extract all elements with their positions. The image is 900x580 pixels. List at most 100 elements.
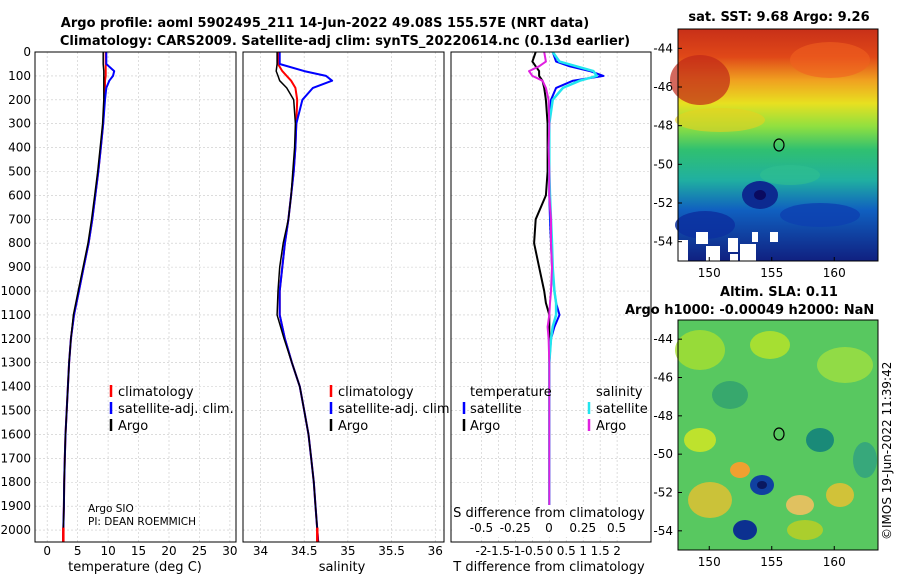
depth-tick-label: 1900 <box>0 499 31 513</box>
sla-map-title-line2: Argo h1000: -0.00049 h2000: NaN <box>625 303 874 318</box>
x-tick-label: 5 <box>74 544 82 558</box>
x-tick-label: 35 <box>340 544 355 558</box>
x-tick-label: 1 <box>579 544 587 558</box>
depth-tick-label: 1800 <box>0 475 31 489</box>
lat-tick-label: -48 <box>653 119 673 133</box>
sla-map-title-line1: Altim. SLA: 0.11 <box>720 285 838 300</box>
legend-satellite: satellite-adj. clim. <box>338 402 454 417</box>
lat-tick-label: -48 <box>653 409 673 423</box>
depth-tick-label: 1300 <box>0 356 31 370</box>
s-tick-label: 0.5 <box>607 521 626 535</box>
legend-salinity-header: salinity <box>596 385 643 400</box>
lat-tick-label: -52 <box>653 196 673 210</box>
temperature-axis-label: temperature (deg C) <box>68 560 202 575</box>
series-line-salinity-argo <box>528 52 553 530</box>
x-tick-label: 0.5 <box>557 544 576 558</box>
legend-sal-argo: Argo <box>596 419 626 434</box>
salinity-axis-label: salinity <box>319 560 366 575</box>
lat-tick-label: -50 <box>653 157 673 171</box>
temperature-axes-frame <box>34 51 237 543</box>
x-tick-label: 2 <box>613 544 621 558</box>
lon-tick-label: 155 <box>760 266 783 280</box>
depth-tick-label: 600 <box>8 188 31 202</box>
depth-tick-label: 1500 <box>0 404 31 418</box>
x-tick-label: -2 <box>476 544 488 558</box>
lon-tick-label: 150 <box>698 266 721 280</box>
x-tick-label: 0 <box>545 544 553 558</box>
difference-legend: temperature salinity satellite Argo sate… <box>462 385 648 434</box>
legend-satellite: satellite-adj. clim. <box>118 402 234 417</box>
legend-sal-satellite: satellite <box>596 402 648 417</box>
x-tick-label: -1.5 <box>487 544 510 558</box>
salinity-axes-frame <box>242 51 445 543</box>
x-tick-label: 34 <box>253 544 268 558</box>
series-line-argo <box>275 52 319 542</box>
depth-tick-label: 2000 <box>0 523 31 537</box>
lon-tick-label: 160 <box>823 555 846 569</box>
depth-tick-label: 500 <box>8 165 31 179</box>
s-difference-axis-label: S difference from climatology <box>453 506 645 521</box>
x-tick-label: 30 <box>222 544 237 558</box>
legend-temperature-header: temperature <box>470 385 552 400</box>
sst-features <box>670 42 870 239</box>
depth-tick-label: 100 <box>8 69 31 83</box>
depth-tick-label: 1000 <box>0 284 31 298</box>
sst-map-title: sat. SST: 9.68 Argo: 9.26 <box>688 10 869 25</box>
sla-features <box>675 330 877 540</box>
sla-map-frame <box>677 319 879 551</box>
depth-tick-label: 1400 <box>0 380 31 394</box>
x-tick-label: 20 <box>161 544 176 558</box>
argo-institution: Argo SIO <box>88 503 134 515</box>
sla-map: Altim. SLA: 0.11 Argo h1000: -0.00049 h2… <box>625 285 879 569</box>
salinity-panel: 34 34.5 35 35.5 36 salinity climatology sate… <box>242 51 454 575</box>
sst-map-frame <box>677 28 879 262</box>
depth-tick-label: 800 <box>8 236 31 250</box>
s-tick-label: -0.25 <box>500 521 531 535</box>
lat-tick-label: -44 <box>653 41 673 55</box>
depth-tick-label: 1600 <box>0 427 31 441</box>
x-tick-label: 35.5 <box>378 544 405 558</box>
lon-tick-label: 155 <box>760 555 783 569</box>
x-tick-label: 34.5 <box>291 544 318 558</box>
x-tick-label: 1.5 <box>591 544 610 558</box>
legend-argo: Argo <box>118 419 148 434</box>
lon-tick-label: 160 <box>823 266 846 280</box>
temperature-legend: climatology satellite-adj. clim. Argo <box>109 385 234 434</box>
temperature-panel: 0100200300400500600700800900100011001200… <box>0 45 237 575</box>
lat-tick-label: -54 <box>653 235 673 249</box>
legend-climatology: climatology <box>338 385 414 400</box>
t-difference-axis-label: T difference from climatology <box>452 560 645 575</box>
s-difference-label-bg <box>452 505 649 537</box>
depth-tick-label: 300 <box>8 117 31 131</box>
difference-axes-frame <box>450 51 652 543</box>
s-tick-label: 0.25 <box>569 521 596 535</box>
depth-tick-label: 0 <box>23 45 31 59</box>
x-tick-label: 36 <box>428 544 443 558</box>
x-tick-label: -1 <box>509 544 521 558</box>
lon-tick-label: 150 <box>698 555 721 569</box>
legend-argo: Argo <box>338 419 368 434</box>
difference-panel: -2 -1.5 -1 -0.5 0 0.5 1 1.5 2 T difference from … <box>450 51 652 575</box>
s-tick-label: -0.5 <box>470 521 493 535</box>
sst-map: sat. SST: 9.68 Argo: 9.26 <box>653 10 879 280</box>
argo-pi: PI: DEAN ROEMMICH <box>88 516 196 528</box>
imos-watermark: ©IMOS 19-Jun-2022 11:39:42 <box>880 362 894 540</box>
x-tick-label: 0 <box>43 544 51 558</box>
argo-float-marker <box>773 138 785 152</box>
depth-tick-label: 700 <box>8 212 31 226</box>
lat-tick-label: -52 <box>653 486 673 500</box>
x-tick-label: -0.5 <box>521 544 544 558</box>
depth-tick-label: 1700 <box>0 451 31 465</box>
x-tick-label: 10 <box>100 544 115 558</box>
lat-tick-label: -46 <box>653 371 673 385</box>
argo-float-marker <box>773 427 785 441</box>
x-tick-label: 25 <box>192 544 207 558</box>
depth-tick-label: 1200 <box>0 332 31 346</box>
series-line-argo <box>62 52 105 542</box>
legend-temp-argo: Argo <box>470 419 500 434</box>
depth-tick-label: 1100 <box>0 308 31 322</box>
lat-tick-label: -54 <box>653 524 673 538</box>
x-tick-label: 15 <box>131 544 146 558</box>
